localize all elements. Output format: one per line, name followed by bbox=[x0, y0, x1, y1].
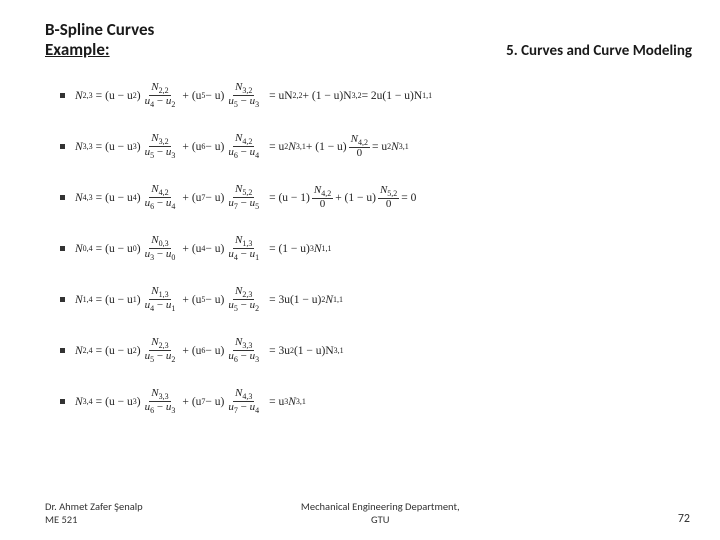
title-line-1: B-Spline Curves bbox=[45, 20, 154, 40]
bullet-icon bbox=[60, 195, 65, 200]
bullet-icon bbox=[60, 93, 65, 98]
slide-footer: Dr. Ahmet Zafer Şenalp ME 521 Mechanical… bbox=[0, 500, 720, 526]
title-line-2: Example: bbox=[45, 40, 154, 60]
bullet-icon bbox=[60, 246, 65, 251]
equation-row-4: N1,4=(u − u1)N1,3u4 − u1+(u5 − u)N2,3u5 … bbox=[60, 279, 720, 321]
equation-row-1: N3,3=(u − u3)N3,2u5 − u3+(u6 − u)N4,2u6 … bbox=[60, 126, 720, 168]
equation-list: N2,3=(u − u2)N2,2u4 − u2+(u5 − u)N3,2u5 … bbox=[0, 69, 720, 423]
equation-row-5: N2,4=(u − u2)N2,3u5 − u2+(u6 − u)N3,3u6 … bbox=[60, 330, 720, 372]
equation-row-2: N4,3=(u − u4)N4,2u6 − u4+(u7 − u)N5,2u7 … bbox=[60, 177, 720, 219]
equation-row-0: N2,3=(u − u2)N2,2u4 − u2+(u5 − u)N3,2u5 … bbox=[60, 75, 720, 117]
bullet-icon bbox=[60, 144, 65, 149]
equation-row-6: N3,4=(u − u3)N3,3u6 − u3+(u7 − u)N4,3u7 … bbox=[60, 381, 720, 423]
footer-dept-2: GTU bbox=[83, 513, 678, 526]
slide-header: B-Spline Curves Example: 5. Curves and C… bbox=[0, 0, 720, 69]
bullet-icon bbox=[60, 297, 65, 302]
equation-row-3: N0,4=(u − u0)N0,3u3 − u0+(u4 − u)N1,3u4 … bbox=[60, 228, 720, 270]
footer-dept-1: Mechanical Engineering Department, bbox=[83, 500, 678, 513]
title-block: B-Spline Curves Example: bbox=[45, 20, 154, 61]
footer-center: Mechanical Engineering Department, GTU bbox=[83, 500, 678, 526]
bullet-icon bbox=[60, 348, 65, 353]
bullet-icon bbox=[60, 399, 65, 404]
footer-page: 72 bbox=[678, 512, 690, 526]
section-title: 5. Curves and Curve Modeling bbox=[506, 42, 692, 60]
